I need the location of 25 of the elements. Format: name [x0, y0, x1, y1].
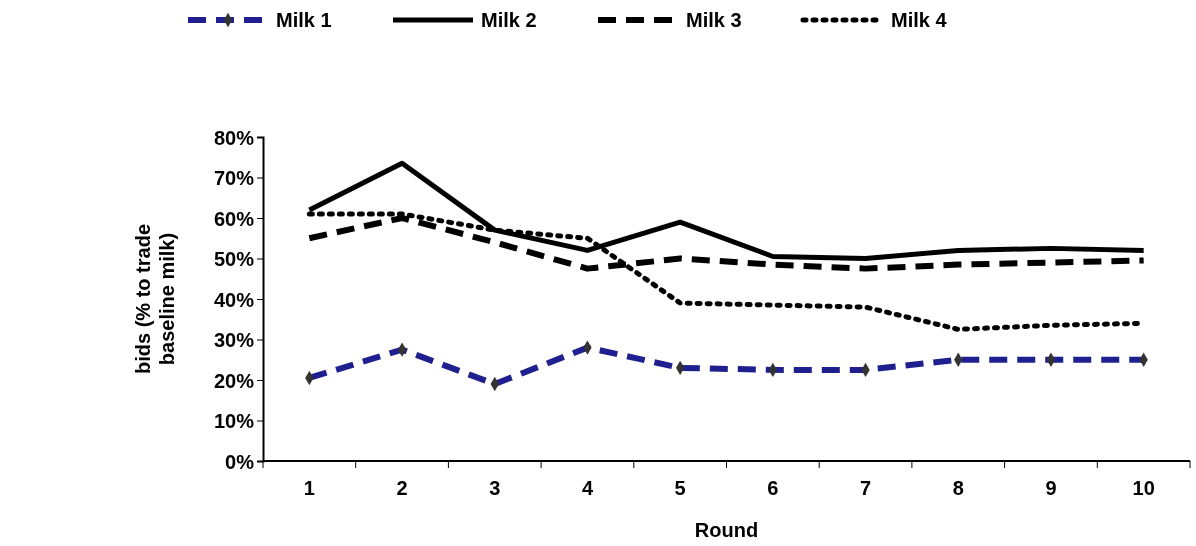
y-tick-label: 10% [213, 410, 255, 432]
x-tick-label: 3 [489, 477, 501, 499]
x-tick-label: 2 [396, 477, 408, 499]
y-tick-label: 0% [225, 450, 255, 473]
x-tick-label: 6 [767, 477, 779, 499]
y-tick-label: 50% [213, 248, 255, 270]
y-tick-label: 40% [213, 288, 255, 311]
x-tick-label: 5 [674, 477, 686, 499]
y-tick-label: 30% [213, 329, 255, 351]
y-axis-title: bids (% to trade baseline milk) [132, 223, 178, 375]
y-tick-label: 70% [213, 167, 255, 189]
x-tick-label: 7 [859, 477, 872, 499]
legend-label: Milk 1 [276, 9, 332, 31]
legend-label: Milk 4 [891, 9, 948, 31]
x-tick-label: 9 [1045, 477, 1057, 499]
x-tick-label: 1 [303, 477, 315, 499]
y-tick-label: 20% [213, 369, 255, 392]
y-tick-label: 80% [213, 126, 255, 149]
legend-label: Milk 3 [686, 9, 742, 31]
x-tick-label: 4 [581, 477, 594, 499]
legend-label: Milk 2 [481, 9, 537, 31]
x-axis-title: Round [694, 519, 759, 541]
x-tick-label: 8 [952, 477, 964, 499]
x-tick-label: 10 [1132, 477, 1155, 499]
y-tick-label: 60% [213, 207, 255, 230]
